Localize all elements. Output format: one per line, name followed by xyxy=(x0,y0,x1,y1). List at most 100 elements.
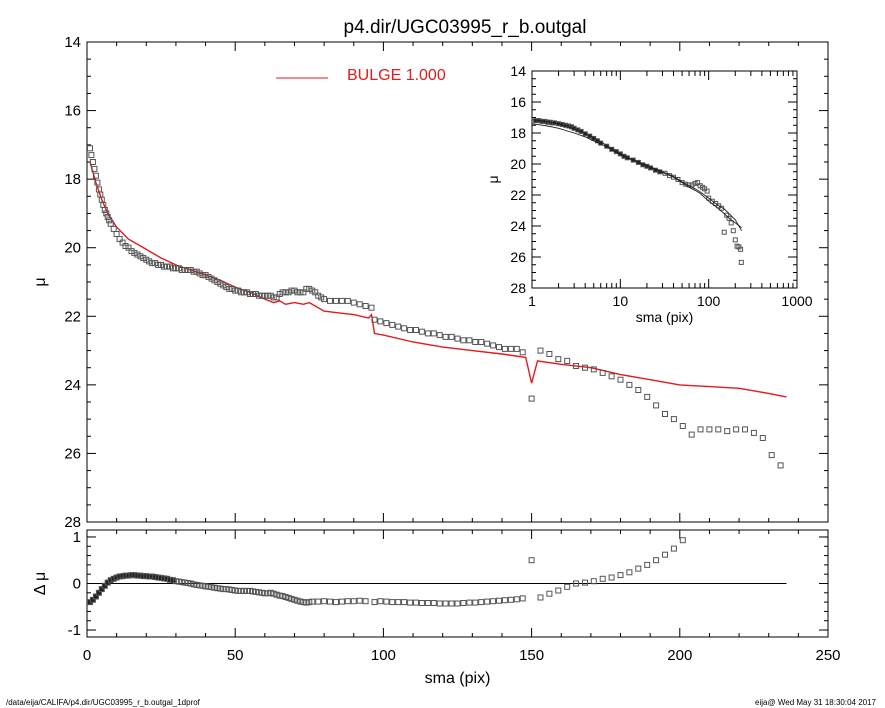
inset-data-point xyxy=(721,229,727,235)
inset-data-point xyxy=(726,215,732,221)
residual-ytick-label: -1 xyxy=(68,622,81,639)
main-data-point xyxy=(750,429,757,436)
residual-data-point xyxy=(362,598,369,605)
residual-xtick-label: 50 xyxy=(227,647,244,664)
residual-data-point xyxy=(635,565,642,572)
residual-data-point xyxy=(478,599,485,606)
residual-data-point xyxy=(490,598,497,605)
inset-ytick-label: 24 xyxy=(510,218,526,234)
main-data-point xyxy=(466,337,473,344)
residual-xtick-label: 150 xyxy=(519,647,544,664)
main-data-point xyxy=(519,349,526,356)
residual-data-point xyxy=(644,561,651,568)
main-data-point xyxy=(91,165,98,172)
main-data-point xyxy=(484,340,491,347)
main-data-point xyxy=(688,431,695,438)
main-data-point xyxy=(350,299,357,306)
main-ytick-label: 22 xyxy=(64,308,81,325)
residual-data-point xyxy=(679,537,686,544)
main-data-point xyxy=(430,330,437,337)
main-data-point xyxy=(407,327,414,333)
residual-data-point xyxy=(424,600,431,606)
main-data-point xyxy=(327,297,333,304)
residual-data-point xyxy=(344,598,351,605)
inset-xtick-label: 1000 xyxy=(781,293,812,309)
main-data-point xyxy=(106,217,113,224)
residual-data-point xyxy=(389,599,396,606)
main-data-point xyxy=(418,328,425,335)
main-data-point xyxy=(599,369,606,376)
main-data-point xyxy=(94,179,101,186)
inset-ytick-label: 18 xyxy=(510,125,526,141)
main-data-point xyxy=(507,345,514,352)
main-data-point xyxy=(87,145,93,152)
main-frame xyxy=(86,41,829,523)
main-data-point xyxy=(626,381,633,388)
residual-data-point xyxy=(377,598,384,605)
residual-data-point xyxy=(321,598,328,605)
main-data-point xyxy=(564,357,571,364)
main-data-point xyxy=(501,345,508,352)
residual-data-point xyxy=(436,600,443,607)
residual-data-point xyxy=(338,598,345,605)
residual-data-point xyxy=(315,598,322,605)
residual-ylabel: Δ μ xyxy=(32,572,49,595)
residual-data-point xyxy=(472,599,479,606)
residual-data-point xyxy=(513,596,520,603)
residual-data-point xyxy=(590,578,597,585)
inset-xtick-label: 1 xyxy=(528,293,536,309)
residual-data-point xyxy=(413,599,419,606)
main-data-point xyxy=(490,342,497,349)
residual-data-point xyxy=(448,600,455,607)
chart-title: p4.dir/UGC03995_r_b.outgal xyxy=(344,17,587,38)
main-data-point xyxy=(635,387,642,393)
residual-data-point xyxy=(528,557,535,564)
residual-data-point xyxy=(519,595,526,602)
main-ytick-label: 14 xyxy=(64,34,81,51)
main-data-point xyxy=(460,337,467,344)
main-data-point xyxy=(436,332,443,339)
main-data-point xyxy=(513,345,520,352)
main-data-point xyxy=(338,297,345,304)
main-ytick-label: 20 xyxy=(64,240,81,257)
main-data-point xyxy=(101,207,108,213)
main-data-point xyxy=(472,339,479,345)
footer-timestamp: eija@ Wed May 31 18:30:04 2017 xyxy=(755,698,876,707)
main-data-point xyxy=(528,395,535,402)
main-data-point xyxy=(371,316,378,323)
main-ytick-label: 24 xyxy=(64,377,81,394)
inset-data-point xyxy=(730,228,736,234)
main-data-point xyxy=(546,351,553,357)
residual-data-point xyxy=(327,598,333,605)
main-profile-panel: 14 16 18 20 22 24 26 28 μ xyxy=(32,34,829,531)
residual-data-point xyxy=(599,575,606,582)
main-data-point xyxy=(356,301,363,308)
inset-ytick-label: 28 xyxy=(510,280,526,296)
residual-data-point xyxy=(507,596,514,603)
inset-xtick-label: 100 xyxy=(697,293,721,309)
residual-xlabel: sma (pix) xyxy=(425,670,491,687)
main-data-point xyxy=(110,225,117,232)
main-data-point xyxy=(395,323,402,330)
residual-xtick-label: 200 xyxy=(667,647,692,664)
main-data-point xyxy=(759,435,766,441)
main-data-point xyxy=(724,428,731,435)
legend: BULGE 1.000 xyxy=(276,67,446,84)
residual-data-point xyxy=(371,599,378,606)
residual-data-point xyxy=(501,597,508,604)
residual-data-point xyxy=(626,569,633,576)
main-data-point xyxy=(362,303,369,309)
residual-xtick-label: 100 xyxy=(371,647,396,664)
main-data-point xyxy=(733,426,740,433)
main-data-point xyxy=(368,304,375,311)
inset-data-point xyxy=(692,180,698,186)
main-data-point xyxy=(768,452,775,459)
inset-data-point xyxy=(738,246,744,252)
main-data-point xyxy=(670,416,677,423)
inset-ytick-label: 20 xyxy=(510,156,526,172)
main-data-point xyxy=(555,356,562,363)
inset-series-line-2 xyxy=(531,123,742,228)
main-data-point xyxy=(715,426,722,433)
main-data-point xyxy=(321,296,328,303)
